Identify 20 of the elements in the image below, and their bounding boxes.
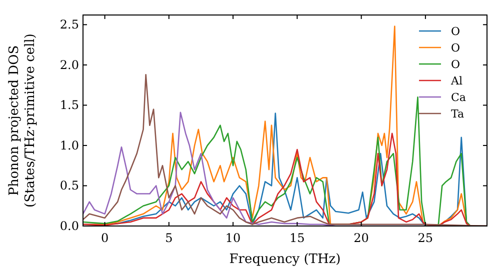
- y-tick-label: 1.0: [60, 138, 79, 152]
- x-tick-label: 0: [100, 231, 109, 245]
- legend-label: Ta: [451, 108, 464, 120]
- x-tick-label: 10: [225, 231, 241, 245]
- x-tick-label: 15: [290, 231, 305, 245]
- legend-label: Al: [450, 74, 463, 88]
- x-tick-label: 25: [418, 231, 434, 245]
- legend-label: O: [451, 58, 460, 71]
- y-tick-label: 0.5: [60, 178, 79, 193]
- y-tick-label: 0.0: [60, 219, 79, 233]
- x-tick-label: 5: [165, 231, 173, 245]
- legend-label: Ca: [451, 91, 466, 104]
- y-tick-label: 2.5: [60, 18, 79, 32]
- y-tick-label: 1.5: [60, 98, 79, 112]
- x-tick-label: 20: [354, 231, 369, 245]
- x-axis-title: Frequency (THz): [229, 252, 341, 267]
- legend-label: O: [451, 42, 460, 54]
- y-tick-label: 2.0: [60, 58, 79, 72]
- legend-label: O: [451, 25, 460, 38]
- y-axis-title: Phonon projected DOS (States/THz·primitive cell): [7, 33, 38, 208]
